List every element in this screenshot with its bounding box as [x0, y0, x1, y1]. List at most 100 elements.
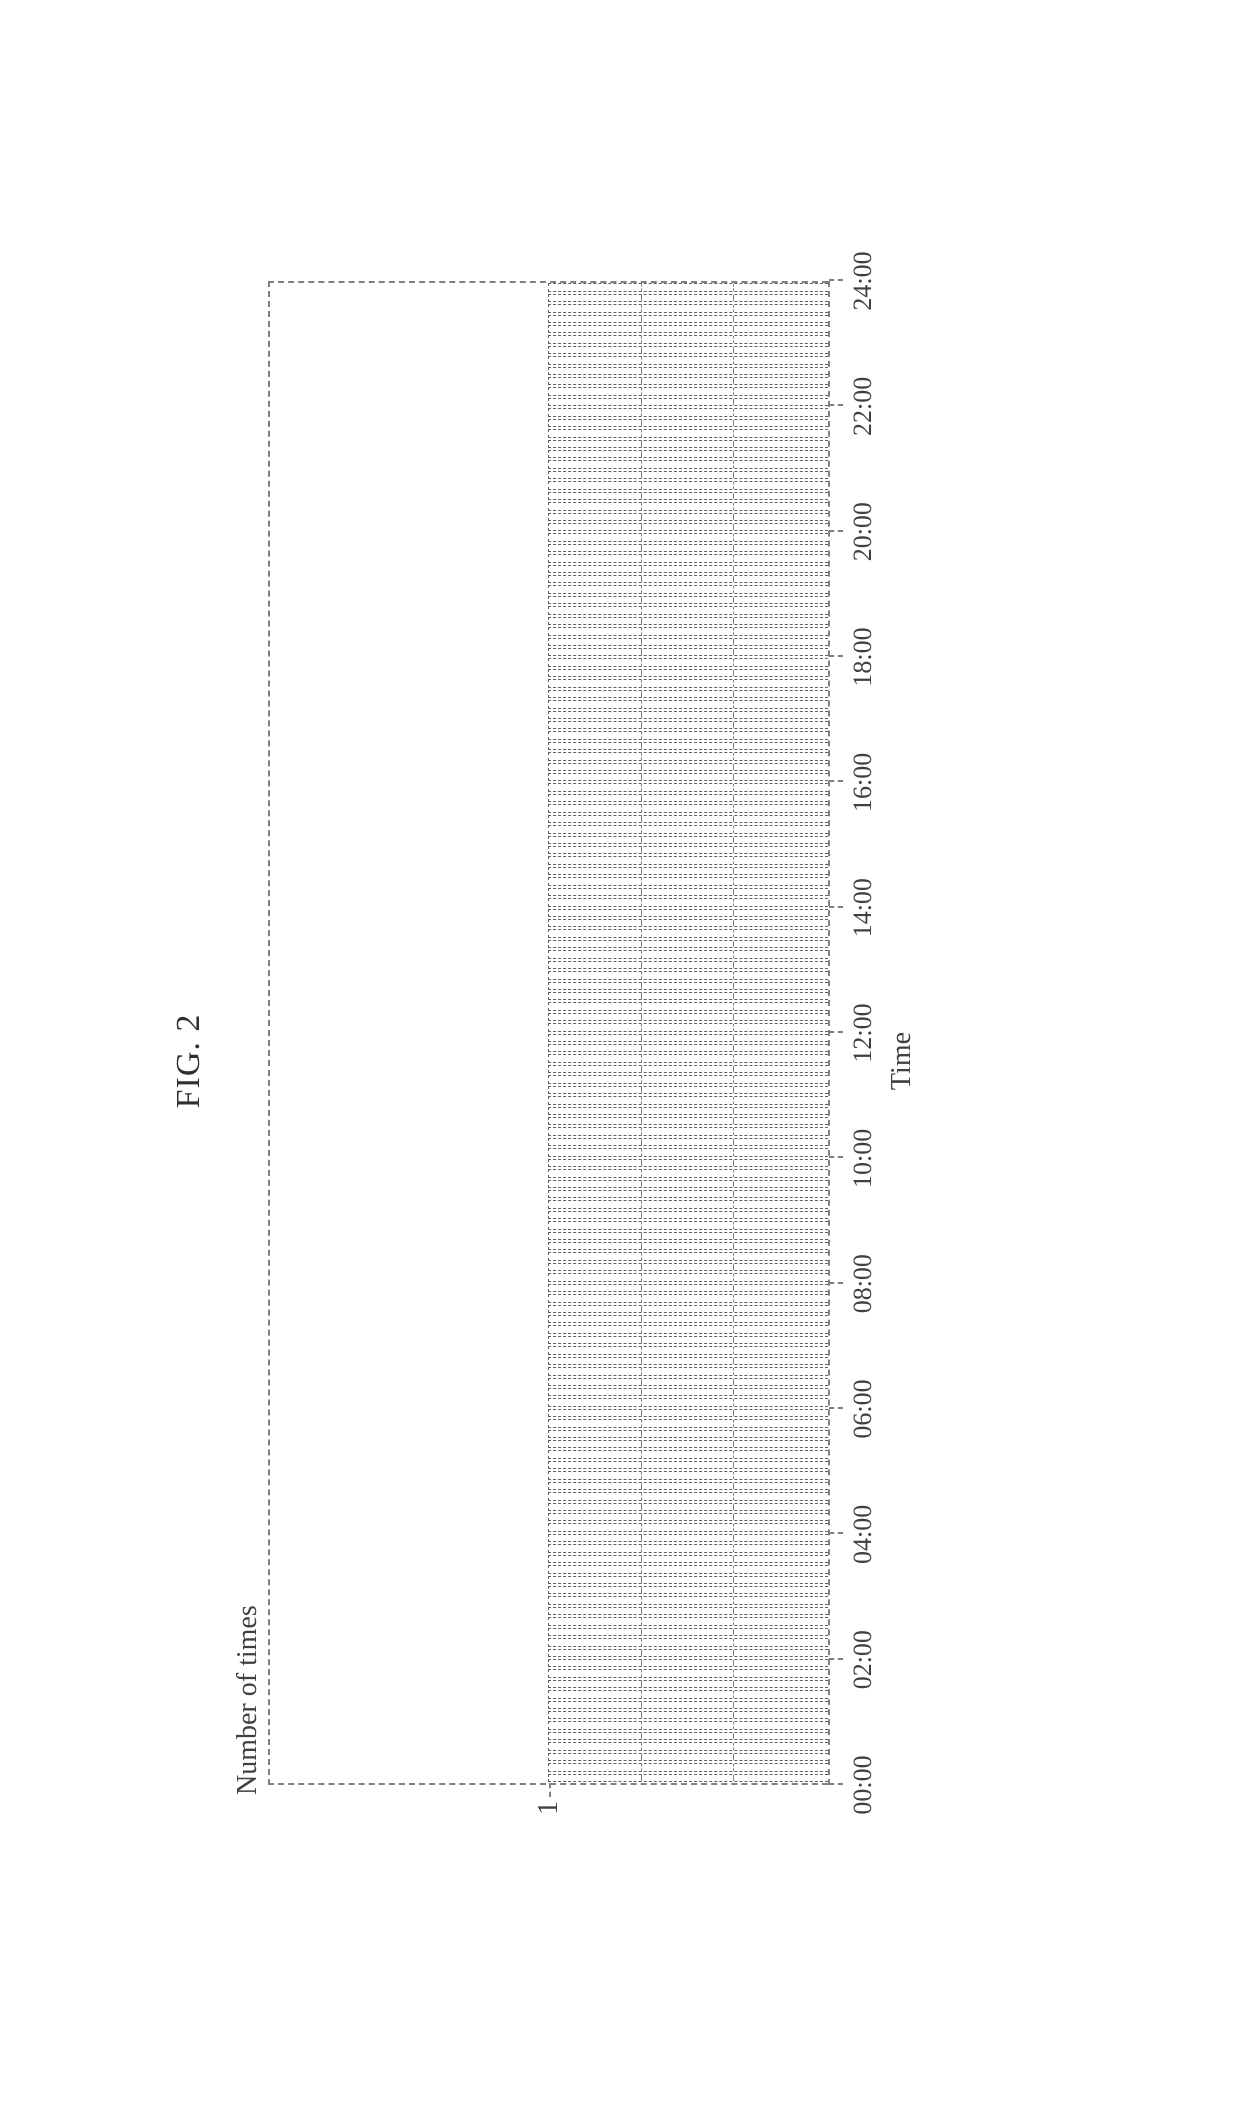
bar	[548, 1460, 828, 1468]
bar	[548, 1408, 828, 1416]
bar	[548, 575, 828, 583]
figure-wrapper: FIG. 2 Number of times 1 00:0002:0004:00…	[170, 261, 1070, 1861]
x-tick	[829, 1407, 843, 1409]
bar	[548, 1742, 828, 1750]
bar	[548, 1606, 828, 1614]
x-tick	[829, 1281, 843, 1283]
bar	[548, 1169, 828, 1177]
bar	[548, 450, 828, 458]
bar	[548, 679, 828, 687]
bar	[548, 1773, 828, 1781]
x-tick-label: 24:00	[848, 251, 878, 310]
bar	[548, 1252, 828, 1260]
x-tick-label: 18:00	[848, 627, 878, 686]
bar	[548, 439, 828, 447]
bar	[548, 929, 828, 937]
bar	[548, 1367, 828, 1375]
bar	[548, 1044, 828, 1052]
bar	[548, 387, 828, 395]
x-tick	[829, 279, 843, 281]
bar	[548, 710, 828, 718]
x-tick	[829, 1532, 843, 1534]
bar	[548, 1356, 828, 1364]
bar	[548, 1106, 828, 1114]
bar	[548, 752, 828, 760]
x-tick-label: 00:00	[848, 1755, 878, 1814]
x-tick-label: 06:00	[848, 1379, 878, 1438]
bar	[548, 1596, 828, 1604]
bar	[548, 1033, 828, 1041]
bar	[548, 898, 828, 906]
bar	[548, 345, 828, 353]
bar	[548, 731, 828, 739]
bar	[548, 377, 828, 385]
bar	[548, 835, 828, 843]
bar	[548, 1481, 828, 1489]
bar	[548, 1502, 828, 1510]
bar	[548, 762, 828, 770]
bar	[548, 1513, 828, 1521]
x-tick	[829, 404, 843, 406]
bar	[548, 1221, 828, 1229]
bar	[548, 908, 828, 916]
bar	[548, 293, 828, 301]
bar	[548, 1523, 828, 1531]
x-tick	[829, 529, 843, 531]
bar	[548, 668, 828, 676]
bar	[548, 1690, 828, 1698]
x-tick	[829, 1657, 843, 1659]
bar	[548, 502, 828, 510]
bar	[548, 1242, 828, 1250]
bar	[548, 1752, 828, 1760]
x-tick	[829, 905, 843, 907]
bar	[548, 304, 828, 312]
x-tick	[829, 655, 843, 657]
y-tick-label: 1	[533, 1801, 565, 1815]
bar	[548, 1117, 828, 1125]
bar	[548, 314, 828, 322]
bar	[548, 1315, 828, 1323]
bar	[548, 627, 828, 635]
bar	[548, 1054, 828, 1062]
bar	[548, 720, 828, 728]
x-tick-label: 20:00	[848, 502, 878, 561]
x-axis-label: Time	[886, 261, 918, 1861]
bar	[548, 689, 828, 697]
bar	[548, 1335, 828, 1343]
bar	[548, 481, 828, 489]
bar	[548, 1262, 828, 1270]
bar	[548, 1387, 828, 1395]
x-tick	[829, 1031, 843, 1033]
plot-box: 1	[268, 281, 828, 1785]
bar	[548, 460, 828, 468]
bar	[548, 554, 828, 562]
bar	[548, 1377, 828, 1385]
bar	[548, 1158, 828, 1166]
bar	[548, 1148, 828, 1156]
bar	[548, 1658, 828, 1666]
bar	[548, 1419, 828, 1427]
bar	[548, 648, 828, 656]
bar	[548, 564, 828, 572]
bar	[548, 856, 828, 864]
bar	[548, 408, 828, 416]
bar	[548, 429, 828, 437]
bar	[548, 1189, 828, 1197]
bar	[548, 1200, 828, 1208]
bar	[548, 1575, 828, 1583]
x-tick-label: 10:00	[848, 1128, 878, 1187]
bar	[548, 1617, 828, 1625]
x-tick-label: 16:00	[848, 752, 878, 811]
bar	[548, 1283, 828, 1291]
bar	[548, 335, 828, 343]
bar	[548, 1002, 828, 1010]
bar	[548, 1075, 828, 1083]
bar	[548, 512, 828, 520]
x-tick-label: 02:00	[848, 1630, 878, 1689]
bar	[548, 606, 828, 614]
bar	[548, 585, 828, 593]
bar	[548, 1064, 828, 1072]
bar	[548, 1346, 828, 1354]
bar	[548, 887, 828, 895]
figure-title: FIG. 2	[170, 261, 208, 1861]
